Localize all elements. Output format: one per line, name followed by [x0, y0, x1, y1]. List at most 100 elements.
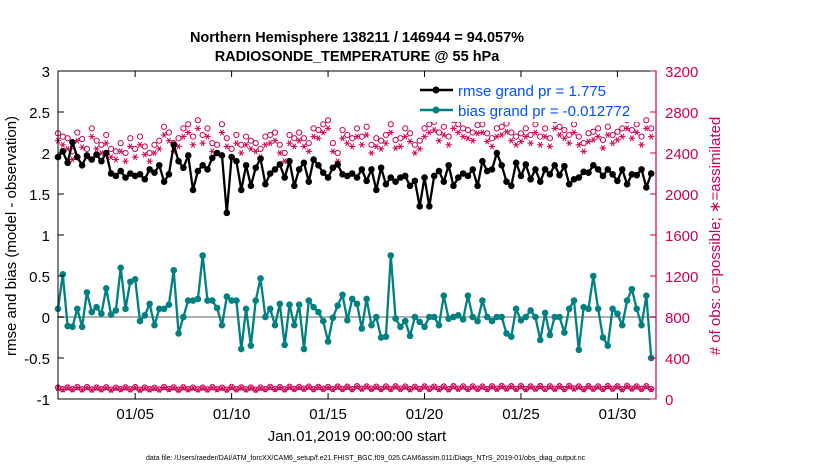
obs-assimilated-upper-point: [484, 138, 491, 145]
plot-area: [54, 117, 656, 394]
obs-possible-upper-point: [233, 131, 240, 139]
obs-assimilated-upper-point: [271, 137, 279, 144]
bias-point: [474, 317, 481, 325]
bias-point: [266, 305, 274, 313]
obs-assimilated-upper-point: [112, 156, 120, 163]
obs-assimilated-upper-point: [488, 143, 496, 150]
bias-point: [406, 332, 414, 340]
obs-assimilated-point: [175, 387, 182, 394]
obs-possible-upper-point: [435, 129, 443, 136]
obs-assimilated-upper-point: [300, 143, 308, 150]
rmse-point: [353, 174, 361, 181]
obs-possible-upper-point: [185, 121, 192, 128]
obs-assimilated-point: [78, 386, 86, 393]
obs-assimilated-point: [551, 386, 558, 393]
bias-point: [368, 321, 375, 329]
obs-possible-upper-point: [382, 131, 390, 139]
obs-possible-point: [329, 385, 336, 393]
obs-possible-point: [517, 382, 525, 389]
obs-assimilated-point: [599, 386, 607, 393]
rmse-point: [276, 161, 284, 168]
obs-possible-point: [281, 386, 288, 393]
bias-point: [426, 313, 433, 321]
obs-possible-upper-point: [276, 141, 283, 148]
rmse-point: [368, 166, 375, 173]
obs-assimilated-point: [546, 383, 554, 390]
obs-possible-upper-point: [93, 137, 100, 144]
obs-assimilated-upper-point: [122, 158, 129, 165]
rmse-point: [440, 178, 448, 185]
obs-possible-point: [445, 386, 452, 393]
obs-assimilated-point: [103, 384, 110, 391]
obs-possible-point: [623, 382, 631, 389]
obs-assimilated-upper-point: [561, 135, 568, 142]
obs-assimilated-upper-point: [295, 137, 303, 144]
obs-possible-upper-point: [271, 129, 279, 136]
obs-assimilated-upper-point: [320, 129, 327, 136]
obs-possible-point: [648, 385, 655, 393]
footer-data-file: data file: /Users/raeder/DAI/ATM_forcXX/…: [146, 455, 586, 462]
obs-possible-upper-point: [79, 135, 86, 143]
y-axis-label-right: # of obs: o=possible; ∗=assimilated: [707, 117, 724, 356]
obs-possible-upper-point: [156, 137, 163, 144]
obs-assimilated-upper-point: [151, 149, 158, 157]
obs-assimilated-point: [310, 386, 317, 393]
obs-possible-point: [223, 386, 230, 393]
obs-possible-upper-point: [228, 145, 235, 152]
rmse-point: [522, 161, 530, 168]
obs-assimilated-point: [88, 386, 95, 393]
bias-point: [623, 297, 631, 304]
rmse-point: [151, 169, 158, 176]
obs-assimilated-upper-point: [609, 140, 616, 147]
obs-possible-point: [406, 385, 414, 393]
obs-assimilated-upper-point: [527, 140, 534, 147]
bias-point: [237, 345, 245, 353]
bias-point: [88, 308, 96, 316]
bias-point: [590, 272, 597, 280]
bias-point: [503, 330, 510, 337]
obs-assimilated-point: [329, 386, 337, 393]
obs-possible-upper-point: [300, 135, 308, 142]
obs-possible-point: [382, 383, 390, 390]
obs-assimilated-upper-point: [185, 129, 192, 136]
bias-point: [392, 315, 399, 322]
obs-assimilated-point: [247, 384, 255, 391]
bias-point: [329, 314, 337, 322]
obs-possible-upper-point: [286, 131, 293, 139]
obs-assimilated-point: [146, 386, 153, 393]
obs-assimilated-upper-point: [291, 143, 298, 150]
obs-possible-point: [262, 385, 269, 393]
obs-possible-upper-point: [242, 133, 250, 140]
obs-assimilated-point: [493, 386, 501, 393]
obs-assimilated-upper-point: [614, 136, 621, 143]
obs-assimilated-point: [170, 384, 177, 391]
obs-possible-upper-point: [64, 135, 71, 142]
rmse-point: [271, 166, 279, 173]
obs-possible-point: [392, 383, 399, 390]
obs-assimilated-point: [194, 386, 202, 393]
obs-possible-upper-point: [214, 141, 221, 148]
obs-possible-point: [580, 385, 587, 393]
obs-assimilated-point: [320, 386, 327, 393]
obs-assimilated-upper-point: [546, 143, 554, 150]
obs-assimilated-upper-point: [358, 141, 366, 148]
obs-assimilated-point: [392, 383, 399, 390]
obs-assimilated-upper-point: [368, 149, 375, 157]
bias-point: [575, 346, 583, 354]
y-tick-label-right: 3200: [665, 64, 698, 81]
bias-point: [353, 300, 361, 308]
rmse-point: [136, 171, 144, 178]
bias-point: [262, 313, 269, 321]
obs-possible-point: [204, 386, 211, 393]
obs-possible-point: [276, 383, 283, 391]
axes: -1 -0.5 0 0.5 1 1.5 2 2.5 3 0 400 800 1200 1600 2000 24…: [24, 64, 698, 423]
rmse-point: [594, 166, 602, 173]
rmse-point: [363, 177, 370, 185]
obs-assimilated-point: [377, 386, 385, 393]
obs-possible-point: [353, 382, 361, 390]
rmse-point: [165, 171, 173, 178]
obs-assimilated-upper-point: [141, 151, 149, 158]
rmse-point: [199, 162, 206, 169]
obs-assimilated-upper-point: [310, 133, 317, 140]
obs-assimilated-upper-point: [455, 129, 462, 136]
